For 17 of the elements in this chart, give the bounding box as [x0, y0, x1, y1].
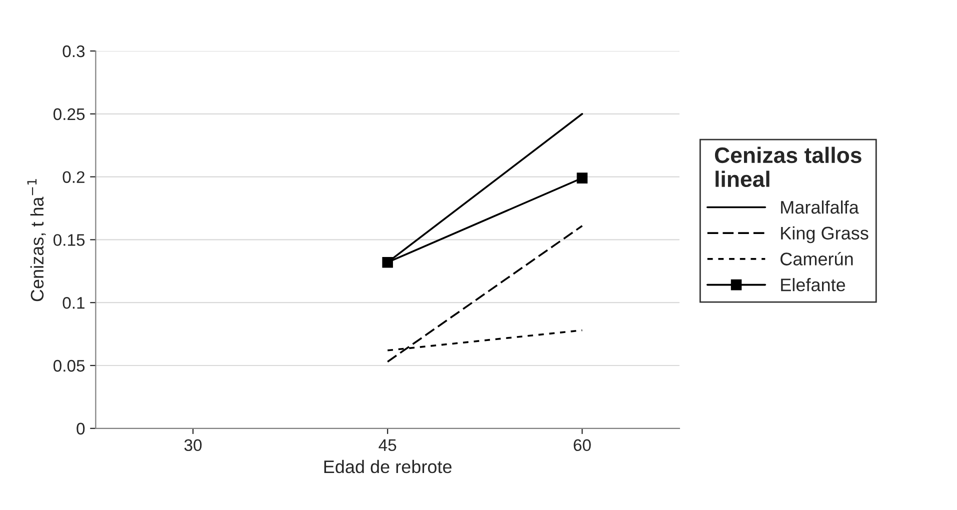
y-tick-label: 0.3 [62, 45, 85, 58]
x-axis-title: Edad de rebrote [324, 460, 452, 474]
y-tick-label: 0 [76, 422, 85, 435]
y-tick-label: 0.2 [62, 171, 84, 184]
x-tick-label: 30 [184, 439, 202, 452]
x-tick-label: 45 [378, 439, 396, 452]
legend-label: Camerún [780, 252, 853, 266]
y-tick-label: 0.15 [54, 234, 85, 246]
x-tick-label: 60 [574, 439, 591, 452]
legend-label: King Grass [781, 226, 868, 244]
y-tick-label: 0.05 [54, 360, 85, 372]
y-tick-label: 0.25 [54, 108, 85, 120]
legend-label: Elefante [781, 278, 846, 292]
legend-label: Maralfalfa [781, 200, 859, 214]
y-axis-title: Cenizas, t ha$^{−1}$ [27, 179, 46, 302]
legend-title: Cenizas tallos lineal [714, 146, 862, 188]
y-tick-label: 0.1 [62, 297, 84, 309]
